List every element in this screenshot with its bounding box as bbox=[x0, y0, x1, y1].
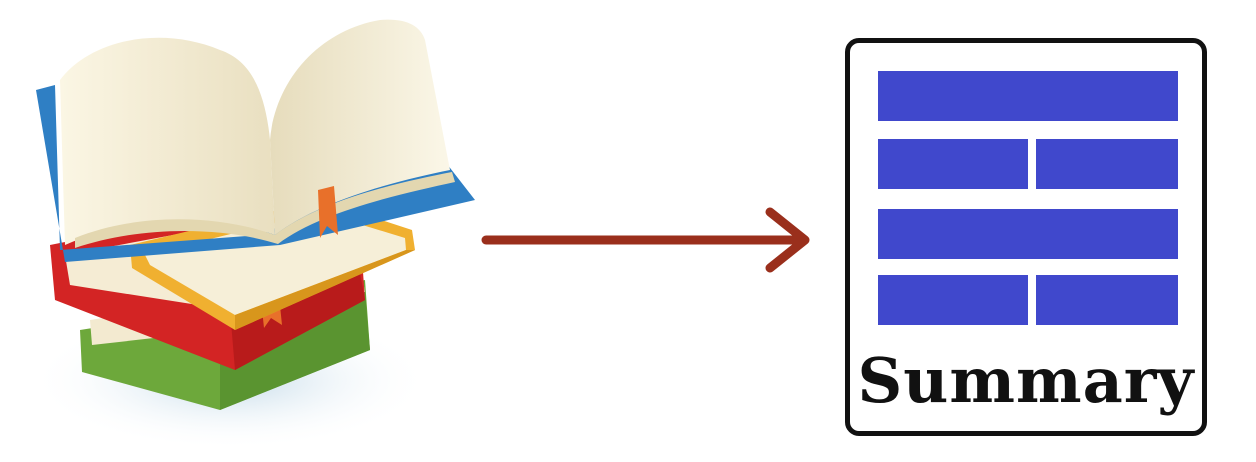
summary-line-bar bbox=[878, 71, 1178, 121]
summary-document-icon: Summary bbox=[845, 38, 1207, 436]
right-arrow-icon bbox=[481, 207, 810, 273]
summary-label: Summary bbox=[857, 344, 1195, 417]
summary-line-bar bbox=[878, 139, 1028, 189]
summary-line-bar bbox=[878, 209, 1178, 259]
open-book-left-page bbox=[60, 37, 275, 246]
blue-book-cover bbox=[36, 85, 475, 262]
summary-line-bar bbox=[1036, 275, 1178, 325]
books-stack-icon bbox=[30, 19, 475, 450]
summary-line-bar bbox=[1036, 139, 1178, 189]
open-book-right-page bbox=[270, 19, 450, 235]
summary-line-bar bbox=[878, 275, 1028, 325]
bookmark-upper bbox=[318, 186, 338, 238]
